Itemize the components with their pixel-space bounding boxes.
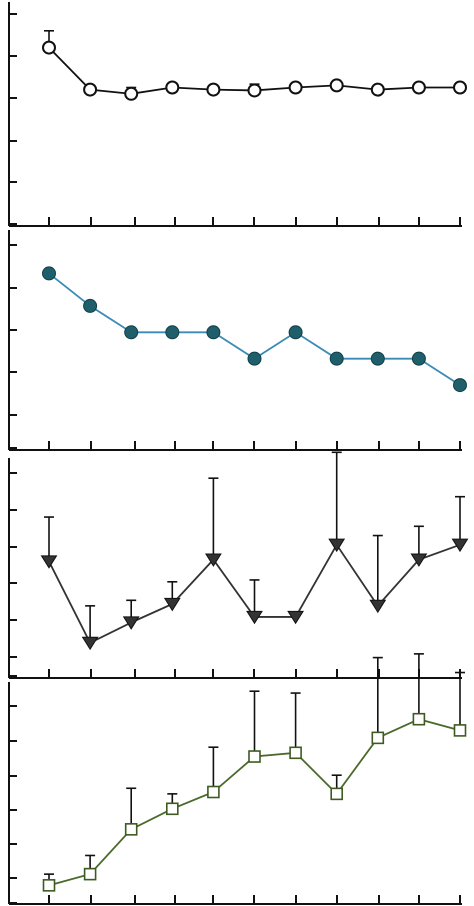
data-point	[412, 712, 426, 726]
data-point	[42, 40, 56, 55]
data-point	[371, 731, 385, 745]
data-point	[411, 80, 426, 95]
data-point	[330, 787, 344, 801]
data-point	[83, 867, 97, 881]
data-point	[124, 86, 139, 101]
data-point	[288, 80, 303, 95]
data-point	[369, 599, 387, 614]
data-point	[83, 82, 98, 97]
panel-4	[8, 653, 467, 905]
data-point	[411, 351, 426, 366]
data-point	[453, 724, 467, 737]
panel-1	[8, 2, 467, 227]
data-point	[165, 80, 180, 95]
data-point	[248, 750, 261, 763]
data-point	[206, 82, 221, 97]
data-point	[246, 610, 263, 625]
data-point	[40, 555, 58, 569]
data-point	[288, 325, 303, 340]
data-point	[122, 616, 140, 630]
data-point	[81, 636, 99, 651]
data-point	[124, 325, 139, 340]
data-point	[247, 83, 262, 98]
data-point	[410, 553, 428, 567]
data-point	[247, 351, 262, 366]
data-point	[329, 78, 344, 93]
data-point	[204, 553, 222, 567]
data-point	[453, 80, 467, 95]
data-point	[206, 325, 221, 340]
data-point	[166, 802, 179, 816]
data-point	[124, 823, 138, 836]
data-point	[287, 610, 305, 625]
data-point	[329, 351, 344, 366]
series-line	[48, 272, 461, 386]
data-point	[83, 298, 98, 313]
data-point	[370, 351, 385, 366]
panel-2	[8, 230, 467, 451]
data-point	[451, 538, 469, 553]
data-point	[370, 82, 385, 97]
data-point	[289, 746, 302, 760]
data-point	[328, 538, 346, 553]
data-point	[163, 597, 181, 612]
data-point	[42, 266, 56, 281]
data-point	[453, 378, 467, 393]
data-point	[207, 785, 220, 799]
data-point	[165, 325, 180, 340]
data-point	[42, 879, 56, 892]
panel-3	[8, 451, 469, 679]
